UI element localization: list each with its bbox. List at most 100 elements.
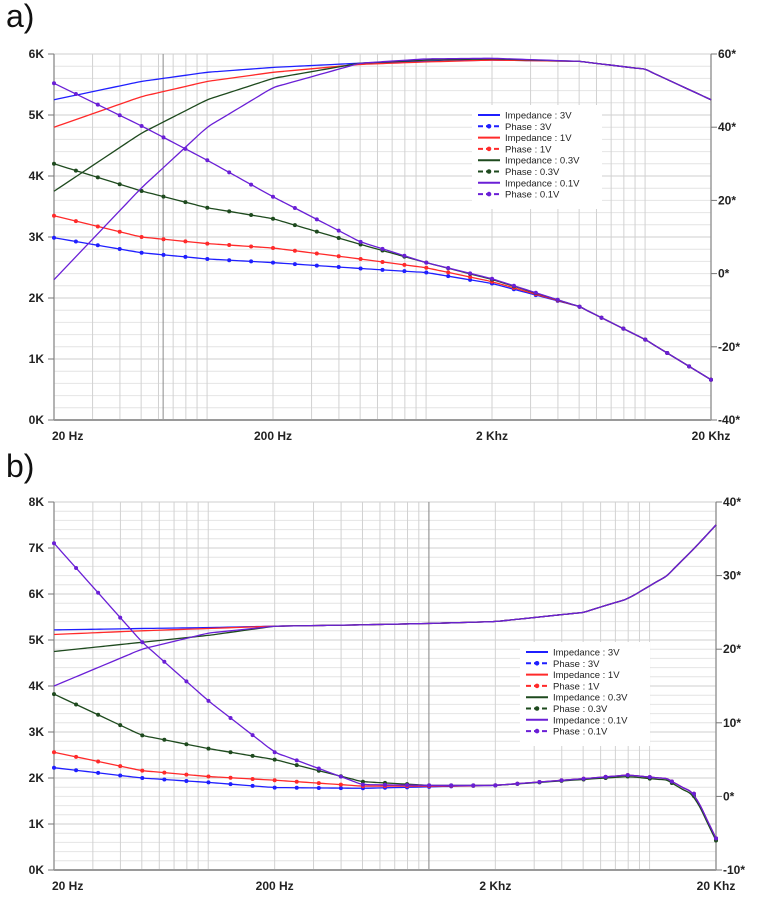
line-impedance-1v [53, 59, 712, 128]
marker-phase-0-1v [643, 337, 648, 342]
legend-entry: Impedance : 0.1V [505, 178, 580, 189]
marker-phase-3v [74, 768, 79, 773]
marker-phase-1v [228, 775, 233, 780]
marker-phase-0-1v [140, 640, 145, 645]
left-tick-label: 4K [29, 169, 45, 183]
marker-phase-1v [446, 270, 451, 275]
marker-phase-1v [118, 764, 123, 769]
marker-phase-0-1v [380, 246, 385, 251]
marker-phase-0-1v [183, 146, 188, 151]
marker-phase-1v [184, 772, 189, 777]
legend-swatch-marker [534, 683, 540, 689]
left-tick-label: 2K [29, 771, 45, 785]
x-tick-label: 20 Hz [52, 879, 83, 893]
right-tick-label: 20* [718, 193, 736, 207]
line-phase-3v [53, 237, 712, 381]
marker-phase-3v [96, 770, 101, 775]
marker-phase-0-1v [669, 779, 674, 784]
marker-phase-0-1v [577, 304, 582, 309]
marker-phase-3v [446, 274, 451, 279]
marker-phase-0-3v [118, 723, 123, 728]
legend-entry: Phase : 1V [553, 681, 600, 692]
marker-phase-3v [249, 259, 254, 264]
grid [53, 501, 717, 871]
marker-phase-0-1v [336, 228, 341, 233]
marker-phase-3v [292, 262, 297, 267]
legend-entry: Phase : 0.1V [505, 190, 560, 201]
marker-phase-0-1v [95, 102, 100, 107]
marker-phase-0-1v [314, 217, 319, 222]
marker-phase-0-1v [96, 590, 101, 595]
marker-phase-3v [316, 785, 321, 790]
legend-entry: Impedance : 3V [505, 111, 572, 122]
marker-phase-0-1v [449, 783, 454, 788]
legend-swatch-marker [534, 706, 540, 711]
marker-phase-0-3v [162, 737, 167, 742]
marker-phase-0-1v [691, 791, 696, 796]
marker-phase-0-3v [228, 750, 233, 755]
line-impedance-0-1v [53, 57, 712, 281]
left-tick-label: 1K [29, 352, 45, 366]
marker-phase-3v [271, 260, 275, 265]
marker-phase-0-3v [206, 746, 211, 751]
legend-entry: Impedance : 0.3V [553, 693, 628, 704]
right-tick-label: 40* [718, 120, 736, 134]
line-impedance-0-3v [53, 524, 717, 653]
marker-phase-0-1v [647, 775, 652, 780]
x-tick-label: 2 Khz [479, 879, 511, 893]
marker-phase-3v [117, 247, 122, 252]
marker-phase-0-1v [427, 783, 432, 788]
marker-phase-3v [336, 265, 341, 270]
marker-phase-3v [338, 786, 343, 791]
marker-phase-0-3v [227, 209, 232, 214]
marker-phase-1v [183, 239, 188, 244]
chart-b: 0K 1K 2K 3K 4K 5K 6K 7K 8K -10* 0* 10* 20* 30* 40* 20 H… [29, 495, 746, 893]
marker-phase-0-3v [52, 692, 56, 697]
marker-phase-0-1v [603, 774, 608, 779]
marker-phase-0-1v [227, 170, 232, 175]
marker-phase-0-1v [493, 783, 498, 788]
marker-phase-0-3v [184, 742, 189, 747]
marker-phase-0-1v [206, 698, 211, 703]
marker-phase-3v [52, 235, 56, 240]
marker-phase-1v [140, 768, 145, 773]
marker-phase-0-3v [95, 175, 100, 180]
chart-a: 0K 1K 2K 3K 4K 5K 6K -40* -20* 0* 20* 40* 60* 20 Hz 20… [29, 47, 741, 443]
marker-phase-0-1v [405, 783, 410, 788]
right-tick-label: 20* [723, 642, 741, 656]
marker-phase-1v [74, 754, 79, 759]
marker-phase-1v [206, 774, 211, 779]
marker-phase-0-1v [249, 182, 254, 187]
marker-phase-0-3v [139, 188, 144, 193]
left-tick-label: 6K [29, 47, 45, 61]
marker-phase-0-3v [74, 702, 79, 707]
marker-phase-0-1v [228, 716, 233, 721]
right-tick-label: 30* [723, 569, 741, 583]
right-tick-label: 60* [718, 47, 736, 61]
marker-phase-0-1v [52, 541, 56, 546]
marker-phase-0-1v [74, 565, 79, 570]
right-tick-label: -20* [718, 340, 740, 354]
marker-phase-0-3v [249, 213, 254, 218]
legend-swatch-marker [486, 169, 492, 174]
right-tick-label: 40* [723, 495, 741, 509]
marker-phase-0-1v [665, 350, 670, 355]
marker-phase-3v [294, 785, 299, 790]
marker-phase-0-1v [205, 158, 210, 163]
legend-entry: Impedance : 0.1V [553, 715, 628, 726]
marker-phase-0-1v [272, 750, 277, 755]
marker-phase-1v [162, 770, 167, 775]
marker-phase-1v [316, 781, 321, 786]
marker-phase-1v [424, 265, 429, 270]
marker-phase-3v [184, 778, 189, 783]
marker-phase-0-3v [272, 757, 277, 762]
marker-phase-0-3v [250, 753, 255, 758]
left-tick-label: 8K [29, 495, 45, 509]
right-tick-label: 10* [723, 716, 741, 730]
legend-entry: Phase : 0.1V [553, 727, 608, 738]
marker-phase-1v [294, 779, 299, 784]
marker-phase-0-1v [316, 766, 321, 771]
marker-phase-1v [139, 235, 144, 240]
marker-phase-0-3v [96, 712, 101, 717]
legend-swatch-marker [534, 661, 540, 666]
